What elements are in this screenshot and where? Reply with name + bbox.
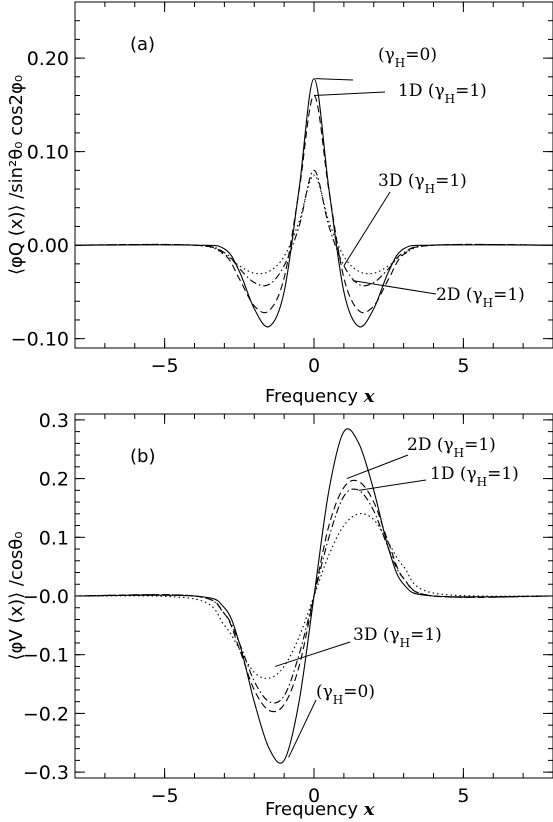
ticks-b: −5 0 5 −0.3 −0.2 −0.1 −0.0 0.1 0.2 0.3	[23, 410, 553, 807]
x-tick-label: 5	[457, 355, 469, 377]
annotation-label: (γH=0)	[378, 45, 437, 70]
annotation-label: (γH=0)	[316, 682, 375, 707]
annotation-main: 1D (γ	[398, 81, 445, 101]
annotation-label: 3D (γH=1)	[353, 625, 442, 650]
panel-b: (b) −5 0 5−0.3−0.2−0.1−0.00.10.20.3 2D (γH…	[6, 410, 553, 820]
annotation-end: =1)	[435, 171, 467, 191]
y-axis-label-b-text: ⟨φV (x)⟩ /cosθ₀	[6, 532, 27, 661]
annotation-label: 1D (γH=1)	[430, 464, 519, 489]
panel-a: (a) −5 0 5−0.100.000.100.20 (γH=0)1D (γH=1…	[6, 1, 553, 407]
annotation-sub: H	[395, 56, 405, 70]
annotation-end: =1)	[455, 81, 487, 101]
series-line-dashdot	[74, 169, 553, 287]
annotation-leader	[313, 91, 386, 97]
annotation-label: 2D (γH=1)	[407, 435, 496, 460]
y-tick-label: −0.0	[23, 586, 69, 608]
annotation-main: 2D (γ	[436, 285, 483, 305]
annotation-sub: H	[333, 693, 343, 707]
annotation-leader	[288, 699, 317, 758]
annotation-main: 3D (γ	[353, 625, 400, 645]
ticks-a: −5 0 5 −0.10 0.00 0.10 0.20	[11, 1, 553, 377]
annotation-main: 1D (γ	[430, 464, 477, 484]
x-tick-label: 0	[308, 355, 320, 377]
y-tick-label: 0.3	[39, 410, 69, 432]
x-tick-label: −5	[151, 785, 179, 807]
x-axis-label-b-text: Frequency	[265, 799, 364, 820]
annotation-main: (γ	[378, 45, 395, 65]
annotation-main: (γ	[316, 682, 333, 702]
y-tick-label: 0.00	[27, 235, 69, 257]
curves-b	[74, 428, 553, 764]
annotation-sub: H	[400, 636, 410, 650]
panel-label-a: (a)	[130, 34, 155, 55]
y-axis-label-a: ⟨φQ (x)⟩ /sin²θ₀ cos2φ₀	[6, 75, 27, 275]
annotation-end: =1)	[493, 285, 525, 305]
annotations-b: 2D (γH=1)1D (γH=1)3D (γH=1)(γH=0)	[275, 435, 519, 758]
annotation-sub: H	[445, 92, 455, 106]
annotation-leader	[315, 78, 354, 81]
annotation-main: 2D (γ	[407, 435, 454, 455]
annotation-sub: H	[477, 475, 487, 489]
x-axis-var-b: x	[363, 799, 375, 820]
series-line-dashdot	[74, 488, 553, 704]
annotation-sub: H	[483, 296, 493, 310]
x-axis-label-a-text: Frequency	[265, 386, 364, 407]
x-tick-label: 5	[457, 785, 469, 807]
annotation-sub: H	[454, 446, 464, 460]
x-axis-var-a: x	[363, 386, 375, 407]
annotations-a: (γH=0)1D (γH=1)3D (γH=1)2D (γH=1)	[313, 45, 525, 310]
y-tick-label: 0.10	[27, 142, 69, 164]
panel-label-b: (b)	[130, 446, 155, 467]
x-axis-label-b: Frequency x	[265, 799, 375, 820]
series-line-dotted	[74, 174, 553, 275]
x-axis-label-a: Frequency x	[265, 386, 375, 407]
annotation-leader	[343, 191, 391, 266]
annotation-end: =0)	[405, 45, 437, 65]
y-tick-label: −0.2	[23, 703, 69, 725]
y-axis-label-a-text: ⟨φQ (x)⟩ /sin²θ₀ cos2φ₀	[6, 75, 27, 275]
annotation-end: =1)	[487, 464, 519, 484]
annotation-label: 1D (γH=1)	[398, 81, 487, 106]
annotation-label: 3D (γH=1)	[378, 171, 467, 196]
annotation-leader	[346, 454, 409, 480]
x-tick-label: −5	[151, 355, 179, 377]
annotation-main: 3D (γ	[378, 171, 425, 191]
annotation-leader	[275, 641, 351, 667]
annotation-leader	[352, 280, 437, 295]
annotation-label: 2D (γH=1)	[436, 285, 525, 310]
annotation-end: =1)	[464, 435, 496, 455]
y-tick-label: 0.2	[39, 469, 69, 491]
x-tick-label: 0	[308, 785, 320, 807]
y-tick-label: −0.3	[23, 762, 69, 784]
series-line-dashed	[74, 94, 553, 314]
annotation-end: =0)	[343, 682, 375, 702]
y-tick-label: −0.10	[11, 329, 69, 351]
y-axis-label-b: ⟨φV (x)⟩ /cosθ₀	[6, 532, 27, 661]
annotation-leader	[358, 479, 427, 491]
y-tick-label: 0.1	[39, 527, 69, 549]
annotation-end: =1)	[410, 625, 442, 645]
y-tick-label: 0.20	[27, 48, 69, 70]
y-tick-label: −0.1	[23, 645, 69, 667]
curves-a	[74, 78, 553, 328]
annotation-sub: H	[425, 182, 435, 196]
